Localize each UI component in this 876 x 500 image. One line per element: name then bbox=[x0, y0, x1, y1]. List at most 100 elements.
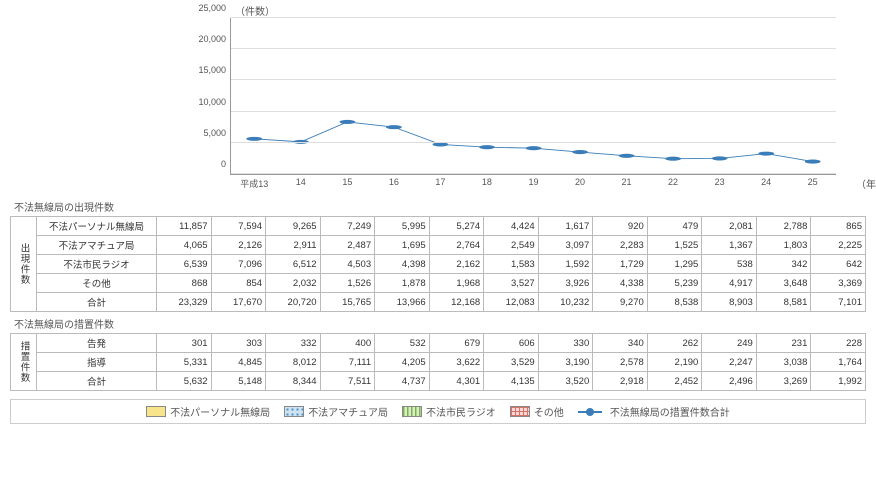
x-tick: 18 bbox=[482, 174, 492, 187]
chart: （件数） 平成13141516171819202122232425 05,000… bbox=[190, 8, 866, 193]
data-cell: 2,788 bbox=[756, 217, 811, 236]
y-tick: 15,000 bbox=[198, 65, 231, 75]
bar-slot: 25 bbox=[789, 18, 836, 174]
data-cell: 4,205 bbox=[375, 353, 430, 372]
grid-line bbox=[231, 48, 836, 49]
grid-line bbox=[231, 111, 836, 112]
data-cell: 1,992 bbox=[811, 372, 866, 391]
data-cell: 2,496 bbox=[702, 372, 757, 391]
x-axis-label: （年度） bbox=[856, 176, 876, 191]
group-label: 出現件数 bbox=[11, 217, 37, 312]
data-cell: 3,520 bbox=[538, 372, 593, 391]
data-cell: 15,765 bbox=[320, 293, 375, 312]
data-cell: 9,270 bbox=[593, 293, 648, 312]
data-cell: 7,096 bbox=[211, 255, 266, 274]
data-cell: 2,549 bbox=[484, 236, 539, 255]
data-cell: 5,995 bbox=[375, 217, 430, 236]
data-cell: 1,583 bbox=[484, 255, 539, 274]
bars-container: 平成13141516171819202122232425 bbox=[231, 18, 836, 174]
legend-swatch bbox=[510, 406, 530, 417]
data-cell: 4,737 bbox=[375, 372, 430, 391]
data-cell: 4,135 bbox=[484, 372, 539, 391]
data-cell: 2,764 bbox=[429, 236, 484, 255]
data-cell: 303 bbox=[211, 334, 266, 353]
data-cell: 6,539 bbox=[157, 255, 212, 274]
legend-item: 不法パーソナル無線局 bbox=[146, 404, 270, 419]
data-cell: 3,369 bbox=[811, 274, 866, 293]
data-cell: 4,917 bbox=[702, 274, 757, 293]
bar-slot: 16 bbox=[371, 18, 418, 174]
data-cell: 606 bbox=[484, 334, 539, 353]
row-label: 告発 bbox=[37, 334, 157, 353]
data-cell: 1,878 bbox=[375, 274, 430, 293]
data-cell: 8,581 bbox=[756, 293, 811, 312]
legend-item: その他 bbox=[510, 404, 564, 419]
data-cell: 538 bbox=[702, 255, 757, 274]
legend-line-marker bbox=[578, 411, 602, 413]
grid-line bbox=[231, 79, 836, 80]
data-cell: 13,966 bbox=[375, 293, 430, 312]
table2-title: 不法無線局の措置件数 bbox=[14, 316, 866, 331]
x-tick: 20 bbox=[575, 174, 585, 187]
x-tick: 19 bbox=[528, 174, 538, 187]
data-cell: 1,525 bbox=[647, 236, 702, 255]
x-tick: 14 bbox=[296, 174, 306, 187]
data-cell: 532 bbox=[375, 334, 430, 353]
data-cell: 17,670 bbox=[211, 293, 266, 312]
x-tick: 23 bbox=[715, 174, 725, 187]
row-label: 合計 bbox=[37, 293, 157, 312]
data-cell: 642 bbox=[811, 255, 866, 274]
data-cell: 1,764 bbox=[811, 353, 866, 372]
data-cell: 1,803 bbox=[756, 236, 811, 255]
data-cell: 1,295 bbox=[647, 255, 702, 274]
x-tick: 21 bbox=[622, 174, 632, 187]
y-tick: 5,000 bbox=[203, 128, 231, 138]
data-cell: 2,918 bbox=[593, 372, 648, 391]
data-cell: 12,168 bbox=[429, 293, 484, 312]
table-row: 指導5,3314,8458,0127,1114,2053,6223,5293,1… bbox=[11, 353, 866, 372]
group-label: 措置件数 bbox=[11, 334, 37, 391]
data-cell: 6,512 bbox=[266, 255, 321, 274]
data-cell: 342 bbox=[756, 255, 811, 274]
bar-slot: 23 bbox=[696, 18, 743, 174]
row-label: 不法パーソナル無線局 bbox=[37, 217, 157, 236]
data-cell: 1,617 bbox=[538, 217, 593, 236]
data-cell: 23,329 bbox=[157, 293, 212, 312]
data-cell: 8,012 bbox=[266, 353, 321, 372]
data-cell: 4,503 bbox=[320, 255, 375, 274]
data-cell: 5,239 bbox=[647, 274, 702, 293]
grid-line bbox=[231, 142, 836, 143]
data-cell: 1,968 bbox=[429, 274, 484, 293]
data-cell: 4,845 bbox=[211, 353, 266, 372]
table-row: 不法アマチュア局4,0652,1262,9112,4871,6952,7642,… bbox=[11, 236, 866, 255]
legend-line-item: 不法無線局の措置件数合計 bbox=[578, 404, 730, 419]
bar-slot: 24 bbox=[743, 18, 790, 174]
row-label: その他 bbox=[37, 274, 157, 293]
data-cell: 8,344 bbox=[266, 372, 321, 391]
data-cell: 20,720 bbox=[266, 293, 321, 312]
table1-title: 不法無線局の出現件数 bbox=[14, 199, 866, 214]
legend-item: 不法アマチュア局 bbox=[284, 404, 388, 419]
data-cell: 4,065 bbox=[157, 236, 212, 255]
bar-slot: 18 bbox=[464, 18, 511, 174]
data-cell: 7,249 bbox=[320, 217, 375, 236]
data-cell: 12,083 bbox=[484, 293, 539, 312]
data-cell: 1,695 bbox=[375, 236, 430, 255]
data-cell: 7,111 bbox=[320, 353, 375, 372]
data-cell: 2,081 bbox=[702, 217, 757, 236]
data-cell: 4,338 bbox=[593, 274, 648, 293]
bar-slot: 19 bbox=[510, 18, 557, 174]
table1-body: 出現件数不法パーソナル無線局11,8577,5949,2657,2495,995… bbox=[11, 217, 866, 312]
measures-table: 措置件数告発3013033324005326796063303402622492… bbox=[10, 333, 866, 391]
data-cell: 2,190 bbox=[647, 353, 702, 372]
x-tick: 24 bbox=[761, 174, 771, 187]
bar-slot: 14 bbox=[278, 18, 325, 174]
data-cell: 330 bbox=[538, 334, 593, 353]
data-cell: 4,398 bbox=[375, 255, 430, 274]
data-cell: 4,424 bbox=[484, 217, 539, 236]
data-cell: 479 bbox=[647, 217, 702, 236]
data-cell: 2,578 bbox=[593, 353, 648, 372]
data-cell: 865 bbox=[811, 217, 866, 236]
legend-swatch bbox=[146, 406, 166, 417]
bar-slot: 21 bbox=[603, 18, 650, 174]
